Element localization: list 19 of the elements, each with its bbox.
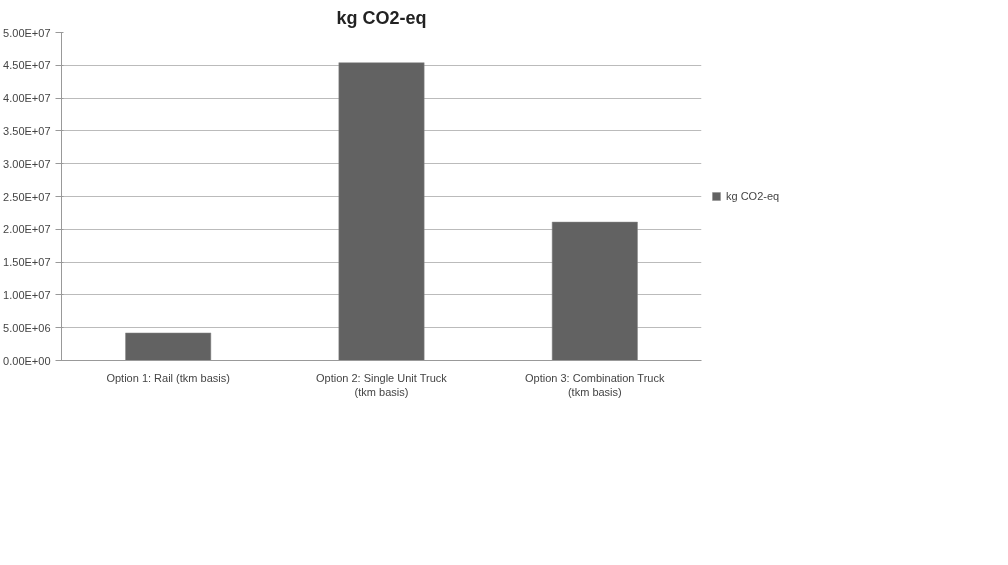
legend-label: kg CO2-eq: [726, 190, 780, 202]
bar: [125, 332, 212, 361]
y-tick-label: 5.00E+07: [3, 26, 51, 39]
bar: [551, 221, 638, 361]
x-tick-label: Option 3: Combination Truck (tkm basis): [525, 371, 665, 398]
y-tick-label: 1.00E+07: [3, 288, 51, 301]
y-tick-label: 2.50E+07: [3, 190, 51, 203]
x-tick-label: Option 2: Single Unit Truck (tkm basis): [315, 371, 448, 398]
y-tick-label: 5.00E+06: [3, 321, 51, 334]
y-tick-label: 0.00E+00: [3, 354, 51, 367]
x-tick-label: Option 1: Rail (tkm basis): [106, 371, 230, 384]
y-tick-label: 3.00E+07: [3, 157, 51, 170]
y-tick-label: 4.00E+07: [3, 92, 51, 105]
y-tick-label: 1.50E+07: [3, 256, 51, 269]
y-tick-label: 4.50E+07: [3, 59, 51, 72]
bar: [338, 62, 425, 361]
chart-title: kg CO2-eq: [336, 7, 427, 28]
y-tick-label: 3.50E+07: [3, 124, 51, 137]
y-tick-label: 2.00E+07: [3, 223, 51, 236]
